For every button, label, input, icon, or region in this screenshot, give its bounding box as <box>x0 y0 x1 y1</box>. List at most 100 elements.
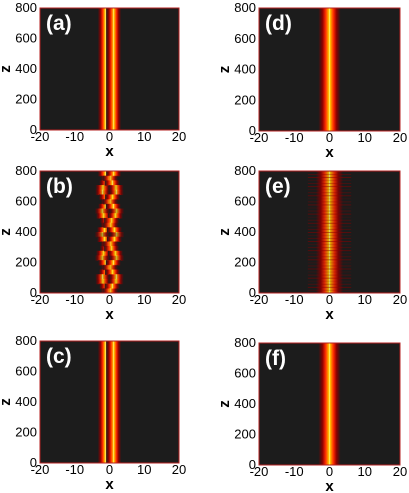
stripe-segment <box>109 208 125 214</box>
stripe-segment <box>103 199 119 205</box>
x-tick-label: 0 <box>106 462 113 477</box>
radiation-band <box>307 244 352 245</box>
y-tick-label: 800 <box>234 163 256 178</box>
y-tick-label: 600 <box>234 366 256 381</box>
stripe-segment <box>95 274 111 280</box>
x-tick-label: 20 <box>172 129 186 144</box>
y-tick-label: 0 <box>249 123 256 138</box>
y-tick-label: 800 <box>234 335 256 350</box>
panel-label: (d) <box>265 12 292 35</box>
y-tick-label: 800 <box>15 163 37 178</box>
radiation-band <box>307 195 352 197</box>
x-axis-label: x <box>105 143 114 160</box>
x-tick-label: 0 <box>106 292 113 307</box>
y-tick-label: 800 <box>15 333 37 348</box>
radiation-band <box>307 189 352 191</box>
y-tick-label: 600 <box>15 364 37 379</box>
radiation-band <box>307 253 352 255</box>
plot-frame <box>39 170 180 294</box>
y-axis-label: z <box>216 400 233 408</box>
plot-frame <box>258 170 401 294</box>
y-tick-label: 200 <box>234 255 256 270</box>
x-tick-label: 0 <box>106 129 113 144</box>
x-tick-label: 0 <box>326 464 333 479</box>
y-tick-label: 200 <box>234 92 256 107</box>
x-tick-label: 10 <box>358 292 372 307</box>
radiation-band <box>307 268 352 270</box>
beam-stripe <box>106 341 122 463</box>
stripe-segment <box>107 250 123 257</box>
beam-stripe <box>318 8 341 131</box>
x-tick-label: 10 <box>358 130 372 145</box>
x-tick-label: -10 <box>285 464 304 479</box>
radiation-band <box>307 198 352 200</box>
x-tick-label: -20 <box>31 129 50 144</box>
y-tick-label: 0 <box>249 457 256 472</box>
stripe-segment <box>97 171 113 177</box>
y-tick-label: 600 <box>15 31 37 46</box>
y-tick-label: 400 <box>15 224 37 239</box>
x-tick-label: -10 <box>65 462 84 477</box>
radiation-band <box>307 183 352 184</box>
x-tick-label: -20 <box>250 130 269 145</box>
radiation-band <box>307 204 352 206</box>
y-tick-label: 200 <box>15 425 37 440</box>
x-tick-label: 20 <box>393 464 407 479</box>
x-tick-label: -10 <box>285 292 304 307</box>
stripe-segment <box>94 208 110 214</box>
y-tick-label: 400 <box>15 394 37 409</box>
stripe-segment <box>105 269 121 275</box>
stripe-segment <box>105 194 121 200</box>
radiation-band <box>307 280 352 282</box>
radiation-band <box>307 201 352 203</box>
stripe-segment <box>109 255 125 261</box>
stripe-segment <box>108 189 124 196</box>
radiation-band <box>307 225 352 227</box>
radiation-band <box>307 241 352 242</box>
y-tick-label: 0 <box>30 122 37 137</box>
x-tick-label: 10 <box>358 464 372 479</box>
y-tick-label: 400 <box>15 61 37 76</box>
stripe-segment <box>106 171 122 177</box>
y-tick-label: 600 <box>15 194 37 209</box>
radiation-band <box>307 265 352 267</box>
panel-label: (a) <box>46 12 72 35</box>
y-axis-label: z <box>216 228 233 236</box>
y-tick-label: 400 <box>234 224 256 239</box>
x-tick-label: 0 <box>326 130 333 145</box>
y-tick-label: 200 <box>234 427 256 442</box>
y-tick-label: 800 <box>15 0 37 15</box>
panel-label: (f) <box>265 347 286 370</box>
radiation-band <box>307 238 352 239</box>
stripe-segment <box>103 175 119 181</box>
x-tick-label: 20 <box>393 292 407 307</box>
y-tick-label: 400 <box>234 396 256 411</box>
y-tick-label: 200 <box>15 255 37 270</box>
y-tick-label: 600 <box>234 194 256 209</box>
stripe-segment <box>105 203 121 210</box>
stripe-segment <box>104 246 120 252</box>
stripe-segment <box>107 213 123 219</box>
x-tick-label: -20 <box>31 292 50 307</box>
stripe-segment <box>98 260 114 266</box>
beam-stripe <box>106 8 122 130</box>
x-tick-label: -10 <box>65 292 84 307</box>
radiation-band <box>307 210 352 212</box>
stripe-segment <box>106 227 122 233</box>
x-axis-label: x <box>105 306 114 323</box>
radiation-band <box>307 222 352 224</box>
stripe-segment <box>94 255 110 261</box>
x-axis-label: x <box>325 306 334 323</box>
stripe-segment <box>109 232 125 238</box>
stripe-segment <box>97 227 113 233</box>
radiation-band <box>307 262 352 264</box>
x-axis-label: x <box>105 476 114 493</box>
stripe-segment <box>96 250 112 257</box>
stripe-segment <box>95 189 111 196</box>
x-tick-label: -20 <box>250 464 269 479</box>
stripe-segment <box>103 288 119 293</box>
radiation-band <box>307 256 352 258</box>
radiation-band <box>307 207 352 209</box>
